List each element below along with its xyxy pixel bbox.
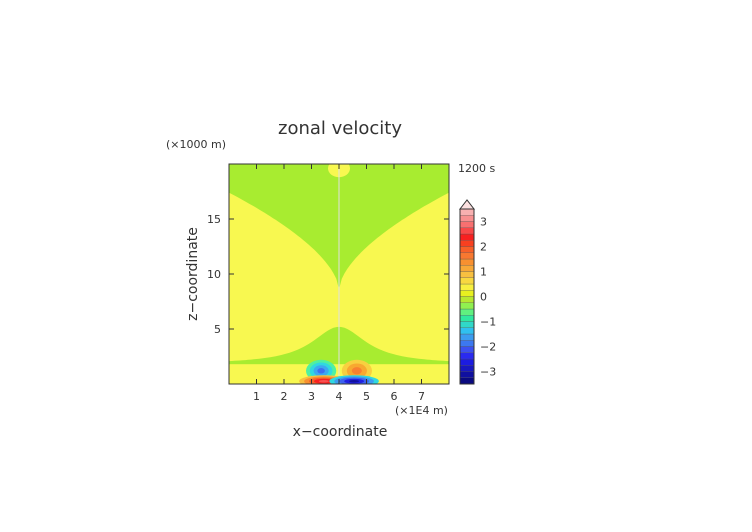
colorbar-extend-arrow — [458, 199, 476, 210]
colorbar-tick-label-1: 2 — [480, 241, 487, 254]
colorbar-level-20 — [459, 252, 475, 260]
colorbar-level-19 — [459, 258, 475, 266]
colorbar-level-13 — [459, 296, 475, 303]
time-label: 1200 s — [458, 162, 495, 175]
colorbar-level-26 — [459, 215, 475, 222]
x-unit-label: (×1E4 m) — [395, 404, 448, 417]
blob-negative-upper-layer-3 — [317, 368, 325, 374]
colorbar-level-23 — [459, 233, 475, 241]
x-tick-label-2: 2 — [281, 390, 288, 403]
plot-area — [229, 164, 449, 384]
colorbar-level-4 — [459, 352, 475, 360]
colorbar-level-18 — [459, 265, 475, 272]
x-ticks: 1 2 3 4 5 6 7 — [253, 164, 425, 403]
colorbar-level-15 — [459, 283, 475, 291]
colorbar: 3 2 1 0 −1 −2 −3 — [458, 199, 496, 385]
colorbar-level-5 — [459, 346, 475, 353]
colorbar-level-21 — [459, 246, 475, 253]
colorbar-level-10 — [459, 315, 475, 322]
x-tick-label-3: 3 — [308, 390, 315, 403]
colorbar-tick-label-3: 0 — [480, 291, 487, 304]
colorbar-level-24 — [459, 227, 475, 235]
blob-positive-lower-layer-4 — [318, 380, 329, 383]
y-ticks: 5 10 15 — [207, 213, 449, 336]
colorbar-level-27 — [459, 208, 475, 216]
colorbar-level-8 — [459, 327, 475, 335]
x-tick-label-6: 6 — [391, 390, 398, 403]
colorbar-level-11 — [459, 308, 475, 316]
blob-positive-upper-layer-2 — [351, 367, 362, 375]
x-tick-label-1: 1 — [253, 390, 260, 403]
colorbar-level-12 — [459, 302, 475, 310]
colorbar-level-14 — [459, 290, 475, 297]
colorbar-level-22 — [459, 240, 475, 247]
y-tick-label-15: 15 — [207, 213, 221, 226]
colorbar-level-3 — [459, 358, 475, 366]
colorbar-level-17 — [459, 271, 475, 278]
blob-negative-lower-layer-4 — [349, 380, 360, 383]
colorbar-tick-label-2: 1 — [480, 266, 487, 279]
x-tick-label-7: 7 — [418, 390, 425, 403]
y-tick-label-10: 10 — [207, 268, 221, 281]
colorbar-tick-label-0: 3 — [480, 216, 487, 229]
x-tick-label-5: 5 — [363, 390, 370, 403]
colorbar-level-6 — [459, 340, 475, 347]
y-unit-label: (×1000 m) — [166, 138, 226, 151]
colorbar-level-16 — [459, 277, 475, 285]
colorbar-level-2 — [459, 365, 475, 372]
colorbar-level-9 — [459, 321, 475, 328]
y-tick-label-5: 5 — [214, 323, 221, 336]
colorbar-frame — [459, 208, 475, 385]
colorbar-tick-label-5: −2 — [480, 341, 496, 354]
field-band-yellow — [229, 192, 449, 362]
colorbar-tick-label-6: −3 — [480, 366, 496, 379]
colorbar-level-25 — [459, 221, 475, 228]
colorbar-tick-label-4: −1 — [480, 316, 496, 329]
x-tick-label-4: 4 — [336, 390, 343, 403]
colorbar-level-7 — [459, 333, 475, 341]
y-axis-label: z−coordinate — [185, 227, 201, 321]
chart-title: zonal velocity — [278, 118, 402, 139]
colorbar-level-0 — [459, 377, 475, 385]
x-axis-label: x−coordinate — [293, 424, 388, 440]
colorbar-level-1 — [459, 371, 475, 378]
